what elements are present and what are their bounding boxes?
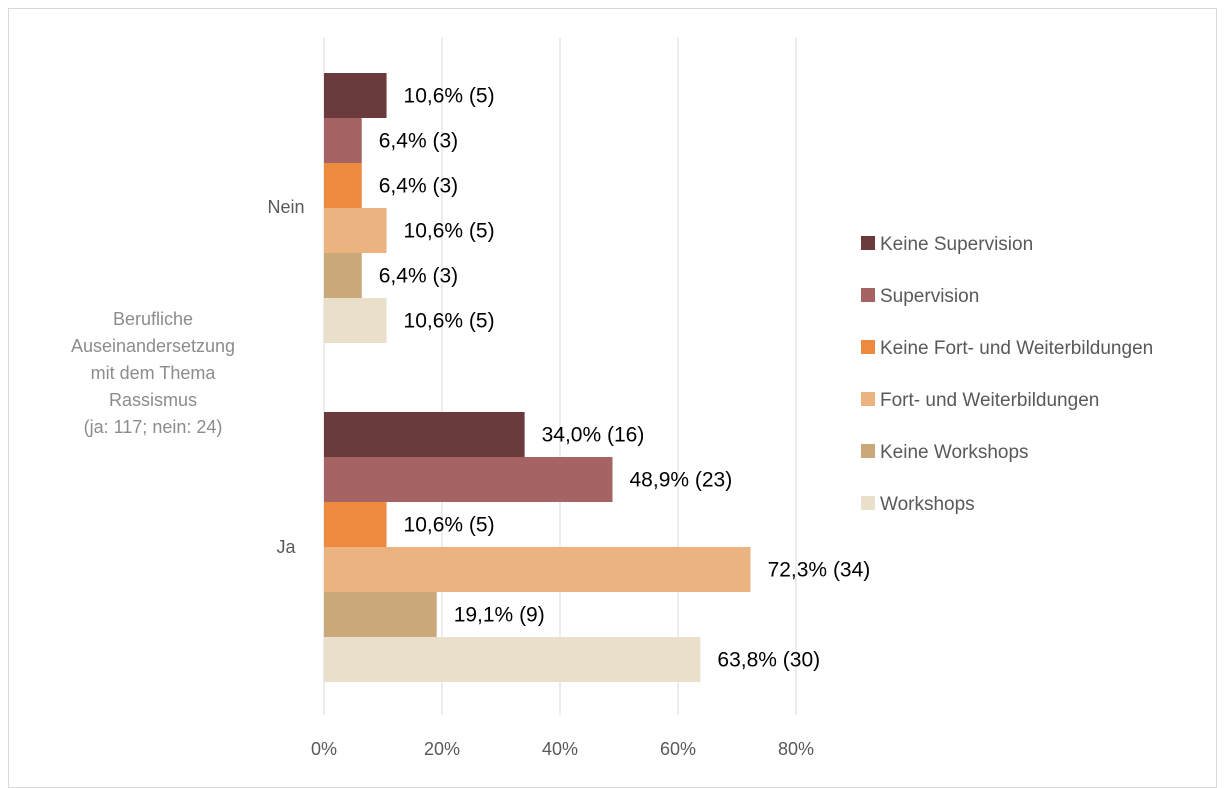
legend-entry-2: Keine Fort- und Weiterbildungen <box>880 338 1153 359</box>
bar-ja-5 <box>324 637 701 682</box>
bar-nein-1 <box>324 118 362 163</box>
y-axis-title-line: Berufliche <box>113 309 193 329</box>
bar-ja-3 <box>324 547 751 592</box>
category-label-nein: Nein <box>267 197 304 217</box>
bar-ja-1 <box>324 457 613 502</box>
bar-ja-0 <box>324 412 525 457</box>
data-label-ja-1: 48,9% (23) <box>630 469 733 492</box>
legend-entry-0: Keine Supervision <box>880 234 1033 255</box>
legend-swatch-1 <box>861 288 875 302</box>
x-tick-label: 80% <box>778 739 814 759</box>
y-axis-title: Berufliche Auseinandersetzung mit dem Them… <box>71 309 235 437</box>
y-axis-title-line: Auseinandersetzung <box>71 336 235 356</box>
data-label-nein-5: 10,6% (5) <box>404 310 495 333</box>
category-labels: Nein Ja <box>267 197 304 557</box>
legend-entry-3: Fort- und Weiterbildungen <box>880 390 1099 411</box>
data-label-nein-1: 6,4% (3) <box>379 130 458 153</box>
x-tick-label: 40% <box>542 739 578 759</box>
x-tick-label: 0% <box>311 739 337 759</box>
bar-nein-0 <box>324 73 387 118</box>
y-axis-title-line: Rassismus <box>109 390 197 410</box>
data-label-nein-3: 10,6% (5) <box>404 220 495 243</box>
legend-entry-4: Keine Workshops <box>880 442 1029 463</box>
data-label-ja-5: 63,8% (30) <box>717 649 820 672</box>
legend-entry-1: Supervision <box>880 286 979 307</box>
data-label-ja-0: 34,0% (16) <box>542 424 645 447</box>
bar-nein-5 <box>324 298 387 343</box>
legend-swatch-0 <box>861 236 875 250</box>
data-label-nein-2: 6,4% (3) <box>379 175 458 198</box>
data-label-ja-4: 19,1% (9) <box>454 604 545 627</box>
legend-swatch-5 <box>861 496 875 510</box>
data-labels: 10,6% (5) 6,4% (3) 6,4% (3) 10,6% (5) 6,4% (… <box>379 85 871 672</box>
category-label-ja: Ja <box>276 537 296 557</box>
bar-ja-2 <box>324 502 387 547</box>
legend-swatch-2 <box>861 340 875 354</box>
legend-swatch-3 <box>861 392 875 406</box>
y-axis-title-line: (ja: 117; nein: 24) <box>84 417 223 437</box>
y-axis-title-line: mit dem Thema <box>91 363 217 383</box>
data-label-nein-0: 10,6% (5) <box>404 85 495 108</box>
x-tick-label: 60% <box>660 739 696 759</box>
bar-nein-3 <box>324 208 387 253</box>
x-tick-label: 20% <box>424 739 460 759</box>
data-label-nein-4: 6,4% (3) <box>379 265 458 288</box>
legend-entry-5: Workshops <box>880 494 975 515</box>
bar-nein-2 <box>324 163 362 208</box>
bar-nein-4 <box>324 253 362 298</box>
data-label-ja-3: 72,3% (34) <box>768 559 871 582</box>
bars <box>324 73 751 682</box>
data-label-ja-2: 10,6% (5) <box>404 514 495 537</box>
bar-ja-4 <box>324 592 437 637</box>
legend: Keine Supervision Supervision Keine Fort- … <box>861 234 1153 515</box>
x-tick-labels: 0% 20% 40% 60% 80% <box>311 739 814 759</box>
legend-swatch-4 <box>861 444 875 458</box>
chart: 10,6% (5) 6,4% (3) 6,4% (3) 10,6% (5) 6,4% (… <box>71 38 1153 759</box>
